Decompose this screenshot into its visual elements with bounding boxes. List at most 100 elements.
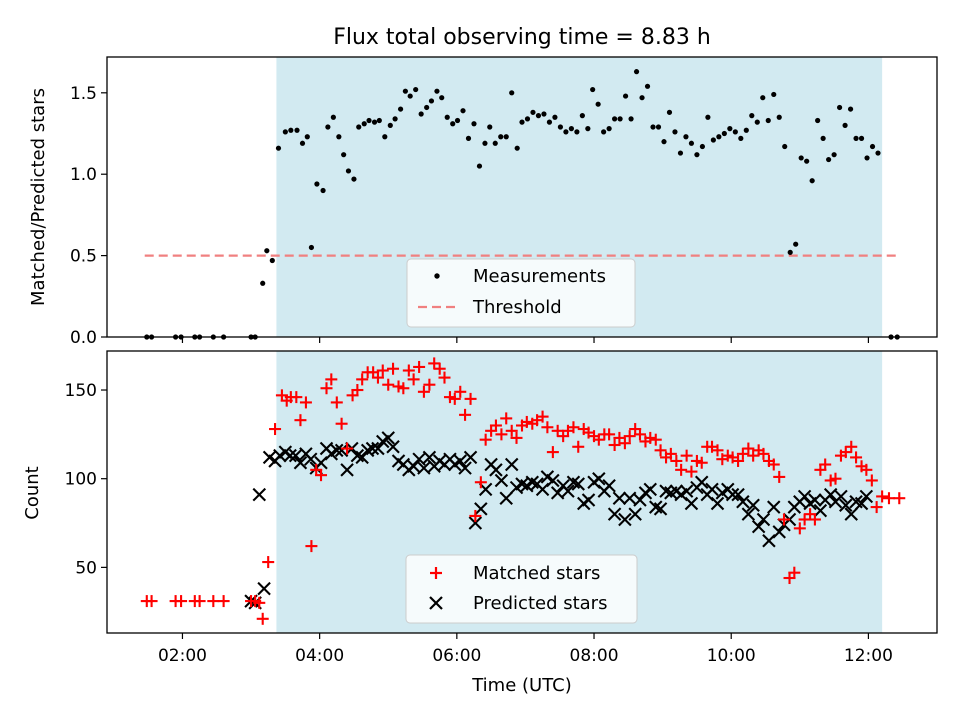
measurement-point [294, 127, 300, 133]
matched-point [882, 492, 895, 505]
matched-point [474, 476, 487, 489]
measurement-point [397, 106, 404, 112]
predicted-point [422, 450, 437, 465]
matched-point [341, 442, 354, 455]
measurement-point [524, 116, 531, 122]
bottom-xtick-label: 10:00 [707, 646, 756, 666]
matched-point [479, 433, 492, 446]
measurement-point [831, 152, 837, 158]
matched-point [654, 444, 667, 457]
measurement-point [308, 244, 315, 251]
measurement-point [732, 129, 738, 135]
measurement-point [858, 135, 865, 141]
matched-point [695, 456, 708, 469]
matched-point [793, 522, 806, 535]
matched-point [520, 415, 533, 428]
matched-point [536, 410, 549, 423]
matched-point [757, 447, 770, 460]
matched-point [633, 428, 646, 441]
predicted-point [252, 487, 267, 502]
predicted-point [746, 498, 760, 513]
measurement-point [568, 126, 574, 132]
predicted-point [767, 500, 781, 514]
predicted-point [371, 441, 385, 456]
measurement-point [765, 117, 771, 124]
bottom-xtick-label: 02:00 [158, 646, 207, 666]
measurement-point [864, 155, 870, 161]
bottom-ytick-label: 150 [65, 381, 97, 401]
bottom-xtick-label: 08:00 [570, 646, 619, 666]
matched-point [603, 428, 616, 441]
top-ytick-label: 1.0 [70, 165, 97, 185]
predicted-point [303, 452, 318, 466]
measurement-point [683, 134, 689, 140]
matched-point [413, 360, 426, 373]
measurement-point [392, 116, 398, 122]
measurement-point [376, 117, 382, 124]
matched-point [819, 458, 832, 471]
predicted-point [571, 477, 585, 491]
predicted-point [751, 519, 766, 534]
measurement-point [330, 114, 336, 120]
matched-point [469, 509, 482, 522]
measurement-point [688, 140, 695, 146]
matched-point [145, 595, 158, 608]
bottom-ytick-label: 100 [65, 470, 97, 490]
measurement-point [299, 140, 306, 146]
measurement-point [366, 117, 372, 124]
bottom-legend-box [405, 554, 638, 624]
matched-point [320, 382, 333, 395]
matched-point [649, 433, 662, 446]
matched-point [850, 451, 863, 464]
matched-point [732, 454, 745, 467]
measurement-point [787, 249, 793, 255]
matched-point [592, 433, 605, 446]
matched-point [290, 391, 303, 404]
matched-point [788, 566, 801, 579]
measurement-point [320, 187, 326, 194]
predicted-point [546, 473, 560, 488]
measurement-point [264, 248, 270, 254]
predicted-point [386, 440, 400, 454]
matched-point [387, 362, 400, 375]
bottom-y-ticks: 50 100 150 [65, 381, 107, 578]
predicted-point [340, 463, 354, 477]
top-ytick-label: 0.5 [70, 247, 97, 267]
measurement-point [617, 116, 623, 122]
matched-point [685, 465, 698, 478]
matched-point [567, 421, 580, 434]
bottom-legend: Matched stars Predicted stars [405, 554, 638, 624]
predicted-point [458, 461, 472, 475]
matched-point [253, 596, 266, 609]
measurement-point [275, 145, 282, 151]
matched-point [402, 364, 415, 377]
predicted-point [581, 493, 596, 507]
measurement-point [471, 121, 477, 127]
measurement-point [482, 140, 488, 146]
matched-point [207, 595, 220, 608]
measurement-point [601, 129, 607, 135]
measurement-point [434, 88, 440, 94]
matched-point [541, 421, 554, 434]
measurement-point [439, 95, 445, 101]
measurement-point [530, 109, 536, 115]
predicted-point [330, 443, 344, 458]
matched-point [675, 463, 688, 476]
predicted-point [643, 482, 658, 497]
measurement-point [628, 116, 634, 122]
measurement-point [622, 93, 629, 99]
top-y-axis-label: Matched/Predicted stars [28, 88, 49, 306]
top-legend-box [406, 258, 636, 328]
measurement-point [782, 143, 788, 150]
measurement-point [590, 86, 596, 93]
measurement-point [847, 106, 854, 112]
measurements-legend-marker [434, 273, 440, 279]
measurement-point [503, 134, 509, 140]
measurement-point [450, 121, 456, 127]
matched-point [330, 396, 343, 409]
measurement-point [269, 257, 275, 264]
measurement-point [749, 113, 755, 119]
top-ytick-label: 0.0 [70, 328, 97, 348]
